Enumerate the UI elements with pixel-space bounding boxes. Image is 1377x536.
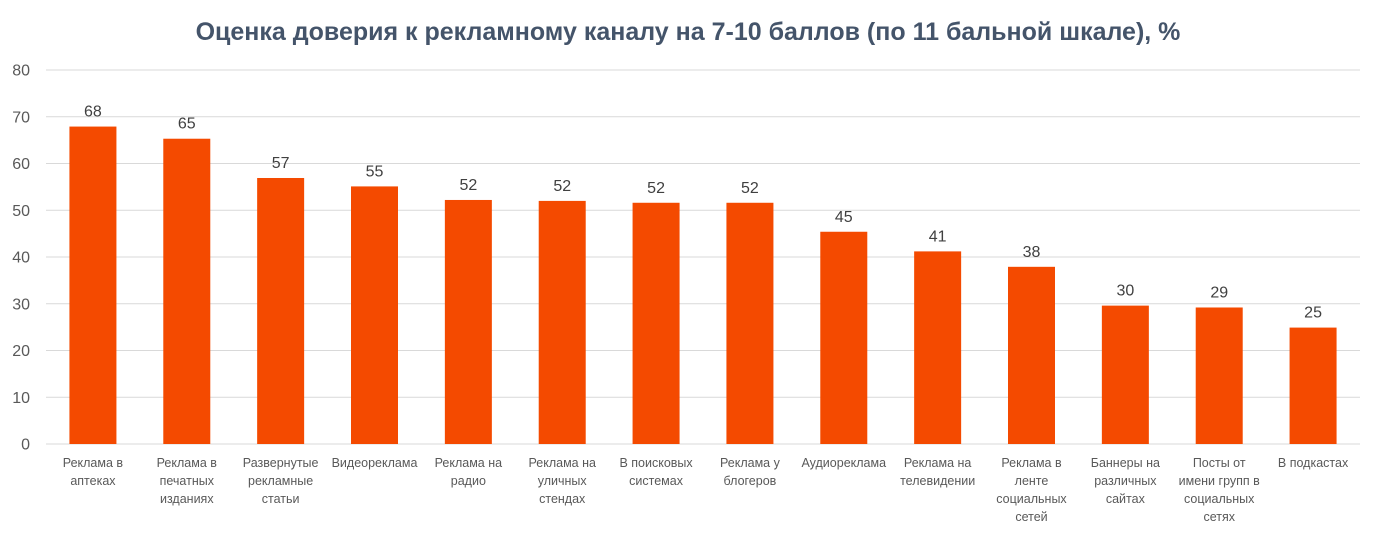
data-label: 52 — [647, 180, 665, 197]
bar — [1195, 307, 1243, 444]
y-tick-label: 50 — [12, 203, 30, 220]
x-axis-labels: Реклама в аптеках Реклама в печатных издания… — [63, 456, 1349, 524]
x-tick-label: Развернутые рекламные статьи — [243, 456, 319, 506]
x-tick-label-line: стендах — [539, 492, 586, 506]
x-tick-label: Реклама на радио — [435, 456, 503, 488]
x-tick-label-line: Аудиореклама — [801, 456, 886, 470]
data-label: 45 — [835, 209, 853, 226]
x-tick-label-line: сетей — [1015, 510, 1047, 524]
x-tick-label-line: Реклама в — [157, 456, 218, 470]
bar — [1008, 266, 1055, 444]
data-label: 52 — [553, 178, 571, 195]
x-tick-label-line: В подкастах — [1278, 456, 1349, 470]
data-label: 29 — [1210, 284, 1228, 301]
x-tick-label-line: Баннеры на — [1091, 456, 1160, 470]
x-tick-label-line: изданиях — [160, 492, 214, 506]
x-tick-label: Аудиореклама — [801, 456, 886, 470]
x-tick-label: Реклама у блогеров — [720, 456, 781, 488]
x-tick-label: Видеореклама — [332, 456, 418, 470]
x-tick-label-line: Реклама на — [528, 456, 596, 470]
x-tick-label: Реклама на телевидении — [900, 456, 975, 488]
x-tick-label-line: ленте — [1015, 474, 1049, 488]
y-tick-label: 30 — [12, 296, 30, 313]
y-tick-label: 10 — [12, 390, 30, 407]
bars — [69, 126, 1337, 444]
y-tick-label: 40 — [12, 250, 30, 267]
bar — [726, 202, 774, 444]
data-label: 38 — [1023, 244, 1041, 261]
x-tick-label-line: Видеореклама — [332, 456, 418, 470]
bar — [1101, 305, 1149, 444]
x-tick-label-line: печатных — [160, 474, 215, 488]
x-tick-label: Посты от имени групп в социальных сетях — [1179, 456, 1261, 524]
y-tick-label: 70 — [12, 109, 30, 126]
x-tick-label-line: рекламные — [248, 474, 313, 488]
x-tick-label-line: Реклама на — [904, 456, 972, 470]
x-tick-label-line: Реклама у — [720, 456, 781, 470]
x-tick-label: В поисковых системах — [619, 456, 693, 488]
data-label: 65 — [178, 116, 196, 133]
x-tick-label-line: радио — [451, 474, 486, 488]
bar — [1289, 327, 1337, 444]
x-tick-label-line: В поисковых — [619, 456, 693, 470]
data-label: 68 — [84, 104, 102, 121]
chart-title: Оценка доверия к рекламному каналу на 7-… — [196, 18, 1181, 46]
bar — [820, 231, 868, 444]
data-label: 41 — [929, 228, 947, 245]
x-tick-label-line: системах — [629, 474, 684, 488]
x-tick-label-line: телевидении — [900, 474, 975, 488]
x-tick-label: Реклама на уличных стендах — [528, 456, 596, 506]
data-label: 30 — [1116, 283, 1134, 300]
x-tick-label-line: различных — [1094, 474, 1157, 488]
x-tick-label-line: социальных — [996, 492, 1067, 506]
x-tick-label: Реклама в аптеках — [63, 456, 124, 488]
data-label: 25 — [1304, 305, 1322, 322]
x-tick-label: Реклама в печатных изданиях — [157, 456, 218, 506]
x-tick-label-line: статьи — [262, 492, 300, 506]
bar — [538, 200, 586, 444]
y-tick-label: 20 — [12, 343, 30, 360]
bar — [351, 186, 398, 444]
x-tick-label-line: сетях — [1203, 510, 1235, 524]
data-labels: 68 65 57 55 52 52 52 52 45 41 38 30 29 25 — [84, 104, 1322, 322]
bar — [444, 199, 492, 444]
bar — [163, 138, 211, 444]
x-tick-label-line: социальных — [1184, 492, 1255, 506]
y-tick-label: 0 — [21, 437, 30, 454]
data-label: 55 — [366, 163, 384, 180]
x-tick-label-line: Посты от — [1193, 456, 1246, 470]
bar — [632, 202, 680, 444]
x-tick-label-line: Реклама в — [1001, 456, 1062, 470]
y-tick-label: 80 — [12, 63, 30, 80]
x-tick-label-line: сайтах — [1106, 492, 1146, 506]
y-tick-label: 60 — [12, 156, 30, 173]
bar — [914, 251, 962, 444]
data-label: 57 — [272, 155, 290, 172]
x-tick-label: Баннеры на различных сайтах — [1091, 456, 1160, 506]
bar — [69, 126, 117, 444]
x-tick-label-line: Реклама в — [63, 456, 124, 470]
bar — [257, 177, 305, 444]
data-label: 52 — [741, 180, 759, 197]
x-tick-label-line: уличных — [538, 474, 588, 488]
data-label: 52 — [459, 177, 477, 194]
x-tick-label-line: блогеров — [724, 474, 777, 488]
x-tick-label-line: имени групп в — [1179, 474, 1261, 488]
x-tick-label-line: аптеках — [70, 474, 116, 488]
x-tick-label-line: Реклама на — [435, 456, 503, 470]
gridlines: 0 10 20 30 40 50 60 70 80 — [12, 63, 1360, 454]
x-tick-label-line: Развернутые — [243, 456, 319, 470]
x-tick-label: В подкастах — [1278, 456, 1349, 470]
x-tick-label: Реклама в ленте социальных сетей — [996, 456, 1067, 524]
